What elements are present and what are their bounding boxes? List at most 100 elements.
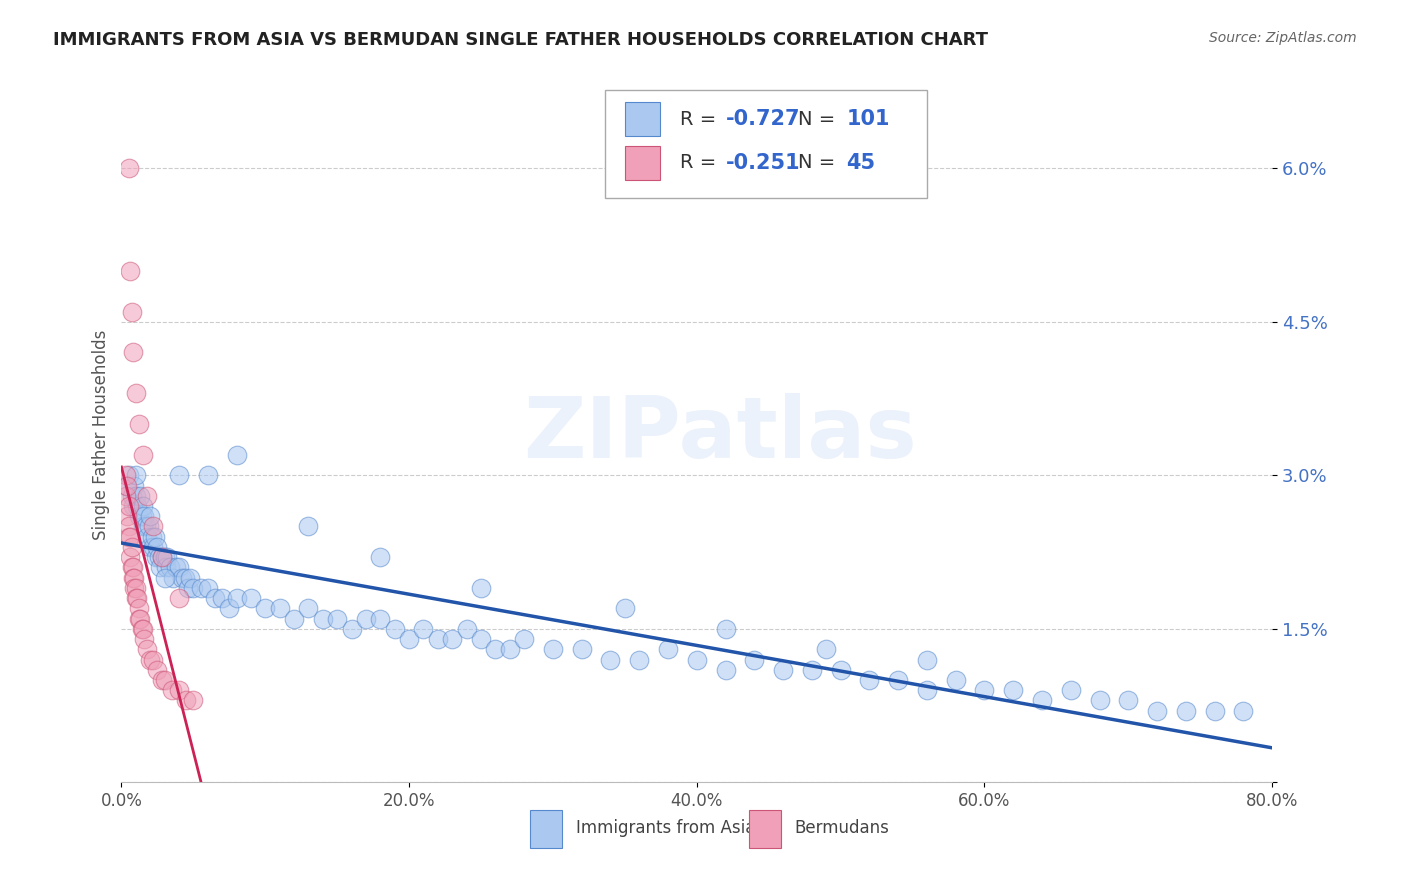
Point bbox=[142, 652, 165, 666]
Point bbox=[117, 519, 139, 533]
Point bbox=[127, 499, 149, 513]
Point bbox=[499, 642, 522, 657]
Point bbox=[370, 550, 392, 565]
Point bbox=[744, 652, 766, 666]
Point bbox=[125, 386, 148, 401]
Point bbox=[204, 591, 226, 606]
Point bbox=[412, 622, 434, 636]
Point bbox=[1088, 693, 1111, 707]
Point bbox=[183, 581, 205, 595]
Point bbox=[145, 550, 167, 565]
Point bbox=[1116, 693, 1139, 707]
Point bbox=[167, 468, 190, 483]
Point bbox=[441, 632, 464, 646]
Point bbox=[121, 560, 143, 574]
Point bbox=[686, 652, 709, 666]
Y-axis label: Single Father Households: Single Father Households bbox=[93, 329, 110, 540]
Point bbox=[456, 622, 478, 636]
Point bbox=[128, 417, 150, 431]
Point bbox=[124, 571, 146, 585]
Point bbox=[117, 161, 139, 176]
Point bbox=[384, 622, 406, 636]
Point bbox=[470, 581, 492, 595]
Point bbox=[150, 673, 173, 687]
Point bbox=[1174, 704, 1197, 718]
Point bbox=[132, 448, 155, 462]
Point bbox=[121, 304, 143, 318]
Point bbox=[160, 683, 183, 698]
Point bbox=[134, 632, 156, 646]
Point bbox=[1031, 693, 1053, 707]
Point bbox=[628, 652, 651, 666]
Point bbox=[156, 550, 179, 565]
Point bbox=[190, 581, 212, 595]
Bar bbox=[626, 102, 659, 136]
Point bbox=[887, 673, 910, 687]
Text: R =: R = bbox=[679, 110, 723, 128]
Point bbox=[131, 509, 153, 524]
Point bbox=[815, 642, 838, 657]
Point bbox=[714, 622, 737, 636]
Point bbox=[571, 642, 593, 657]
Point bbox=[153, 673, 176, 687]
Point bbox=[239, 591, 262, 606]
Point bbox=[297, 601, 319, 615]
Point bbox=[135, 519, 157, 533]
Point bbox=[132, 622, 155, 636]
Point bbox=[858, 673, 880, 687]
Text: IMMIGRANTS FROM ASIA VS BERMUDAN SINGLE FATHER HOUSEHOLDS CORRELATION CHART: IMMIGRANTS FROM ASIA VS BERMUDAN SINGLE … bbox=[53, 31, 988, 49]
Point bbox=[139, 509, 162, 524]
Text: -0.251: -0.251 bbox=[725, 153, 800, 173]
Point bbox=[128, 601, 150, 615]
Point bbox=[915, 652, 938, 666]
Point bbox=[149, 560, 172, 574]
Point bbox=[128, 612, 150, 626]
Point bbox=[657, 642, 679, 657]
Point bbox=[1204, 704, 1226, 718]
Point bbox=[197, 468, 219, 483]
Point bbox=[354, 612, 377, 626]
Point bbox=[114, 478, 136, 492]
Point bbox=[197, 581, 219, 595]
Point bbox=[167, 591, 190, 606]
Point bbox=[132, 519, 155, 533]
Point bbox=[470, 632, 492, 646]
Point bbox=[142, 540, 165, 554]
Point bbox=[159, 560, 181, 574]
Point bbox=[714, 663, 737, 677]
Point bbox=[426, 632, 449, 646]
Point bbox=[155, 560, 177, 574]
Point bbox=[125, 581, 148, 595]
Point bbox=[129, 612, 152, 626]
Text: R =: R = bbox=[679, 153, 723, 172]
Text: 45: 45 bbox=[846, 153, 876, 173]
Point bbox=[183, 693, 205, 707]
Point bbox=[121, 540, 143, 554]
Point bbox=[165, 560, 187, 574]
Point bbox=[125, 489, 148, 503]
Point bbox=[167, 683, 190, 698]
Point bbox=[150, 550, 173, 565]
Point bbox=[120, 263, 142, 277]
Point bbox=[146, 540, 169, 554]
Point bbox=[973, 683, 995, 698]
Point bbox=[115, 509, 138, 524]
Text: Bermudans: Bermudans bbox=[794, 819, 890, 837]
Point bbox=[142, 519, 165, 533]
Point bbox=[153, 550, 176, 565]
Text: Source: ZipAtlas.com: Source: ZipAtlas.com bbox=[1209, 31, 1357, 45]
Text: -0.727: -0.727 bbox=[725, 109, 800, 129]
Point bbox=[131, 622, 153, 636]
Point bbox=[830, 663, 852, 677]
Point bbox=[225, 448, 247, 462]
Point bbox=[132, 499, 155, 513]
Point bbox=[141, 530, 163, 544]
FancyBboxPatch shape bbox=[605, 90, 927, 198]
Point bbox=[125, 468, 148, 483]
Point bbox=[297, 519, 319, 533]
Bar bbox=[626, 145, 659, 180]
Point bbox=[283, 612, 305, 626]
Text: N =: N = bbox=[799, 110, 842, 128]
Point bbox=[124, 478, 146, 492]
Point bbox=[162, 571, 184, 585]
